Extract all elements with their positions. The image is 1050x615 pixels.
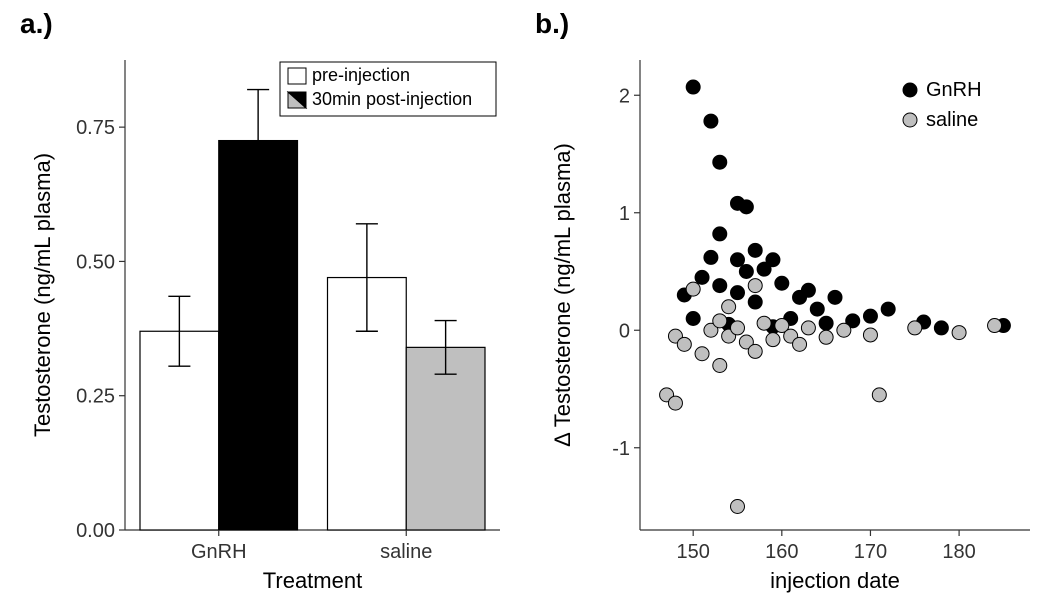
panel-b-label: b.) xyxy=(535,8,569,40)
svg-text:0.50: 0.50 xyxy=(76,251,115,273)
svg-text:0.00: 0.00 xyxy=(76,520,115,542)
svg-text:30min post-injection: 30min post-injection xyxy=(312,89,472,109)
svg-text:GnRH: GnRH xyxy=(926,79,982,101)
svg-text:saline: saline xyxy=(926,109,978,131)
panel-a: a.) 0.00 0.25 0.50 0.75 GnRH saline Treatment T… xyxy=(0,0,525,615)
panel-b-svg: -1 0 1 2 150 160 170 180 injection date Δ Testost… xyxy=(525,0,1050,615)
svg-text:1: 1 xyxy=(619,203,630,225)
svg-text:0.75: 0.75 xyxy=(76,117,115,139)
svg-text:GnRH: GnRH xyxy=(191,541,247,563)
svg-text:2: 2 xyxy=(619,85,630,107)
svg-text:-1: -1 xyxy=(612,438,630,460)
panel-a-svg: 0.00 0.25 0.50 0.75 GnRH saline Treatment Testo… xyxy=(0,0,525,615)
svg-text:pre-injection: pre-injection xyxy=(312,65,410,85)
svg-text:0.25: 0.25 xyxy=(76,386,115,408)
svg-text:injection date: injection date xyxy=(770,568,900,593)
svg-text:saline: saline xyxy=(380,541,432,563)
svg-text:0: 0 xyxy=(619,320,630,342)
svg-text:160: 160 xyxy=(765,541,798,563)
svg-text:Treatment: Treatment xyxy=(263,568,362,593)
svg-text:170: 170 xyxy=(854,541,887,563)
svg-text:150: 150 xyxy=(676,541,709,563)
panel-a-label: a.) xyxy=(20,8,53,40)
svg-text:Testosterone (ng/mL plasma): Testosterone (ng/mL plasma) xyxy=(30,153,55,437)
figure-container: a.) 0.00 0.25 0.50 0.75 GnRH saline Treatment T… xyxy=(0,0,1050,615)
panel-b: b.) -1 0 1 2 150 160 170 180 injection date Δ Tes… xyxy=(525,0,1050,615)
svg-text:Δ Testosterone (ng/mL plasma): Δ Testosterone (ng/mL plasma) xyxy=(550,143,575,447)
svg-text:180: 180 xyxy=(942,541,975,563)
